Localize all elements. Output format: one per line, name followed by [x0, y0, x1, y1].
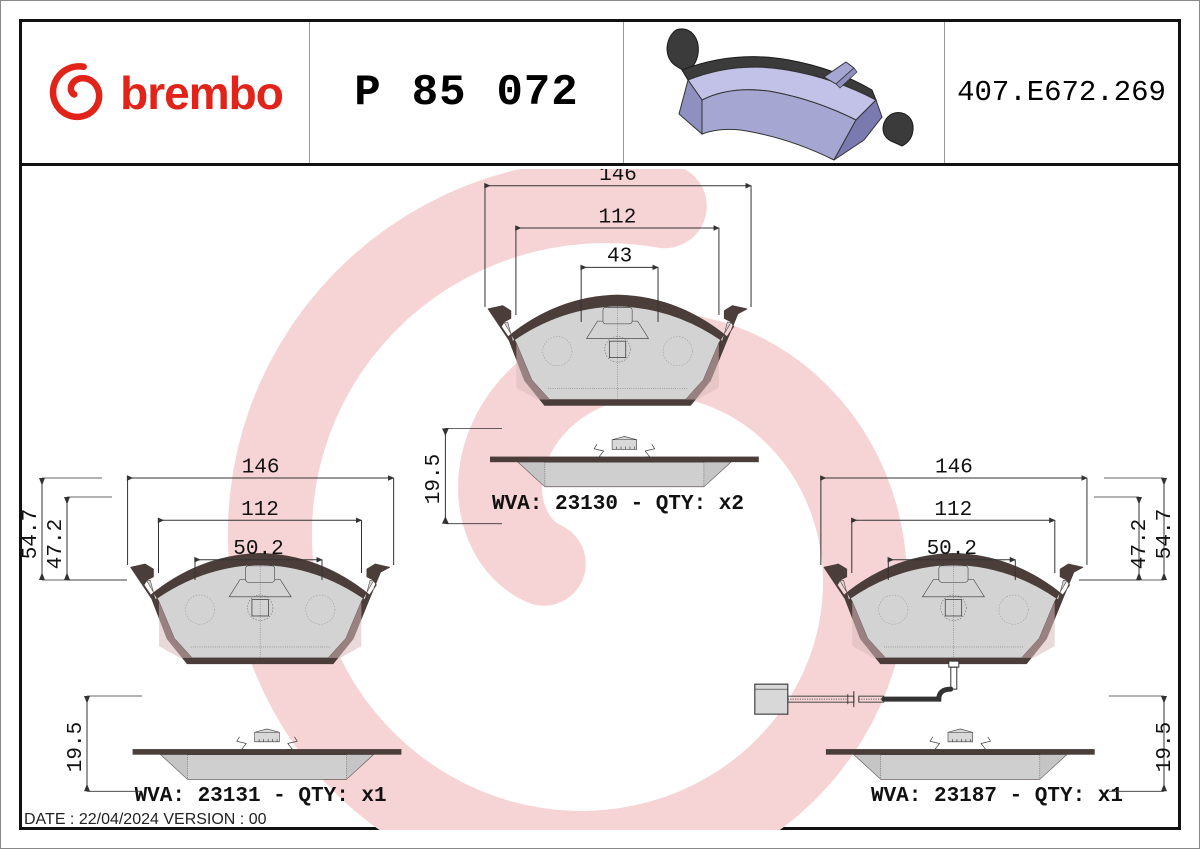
svg-text:47.2: 47.2: [1129, 519, 1152, 569]
svg-text:47.2: 47.2: [45, 519, 68, 569]
svg-text:146: 146: [599, 169, 637, 187]
svg-text:146: 146: [935, 457, 973, 480]
svg-text:54.7: 54.7: [22, 509, 43, 559]
svg-text:WVA: 23131 - QTY: x1: WVA: 23131 - QTY: x1: [135, 785, 387, 808]
svg-text:19.5: 19.5: [65, 722, 88, 772]
svg-text:112: 112: [598, 206, 636, 229]
svg-text:112: 112: [934, 499, 972, 522]
svg-text:54.7: 54.7: [1154, 509, 1177, 559]
svg-text:WVA: 23130 - QTY: x2: WVA: 23130 - QTY: x2: [492, 493, 744, 516]
svg-text:112: 112: [241, 499, 279, 522]
svg-text:WVA: 23187 - QTY: x1: WVA: 23187 - QTY: x1: [871, 785, 1123, 808]
svg-text:50.2: 50.2: [927, 538, 977, 561]
svg-text:50.2: 50.2: [233, 538, 283, 561]
svg-text:43: 43: [607, 246, 632, 269]
svg-text:146: 146: [242, 457, 280, 480]
svg-text:DATE : 22/04/2024 VERSION : 00: DATE : 22/04/2024 VERSION : 00: [24, 811, 267, 828]
svg-text:19.5: 19.5: [1154, 722, 1177, 772]
svg-text:19.5: 19.5: [423, 454, 446, 504]
